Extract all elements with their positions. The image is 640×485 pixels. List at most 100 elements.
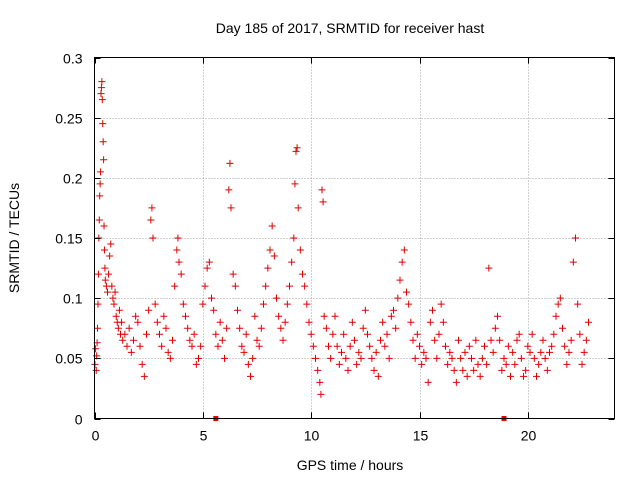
data-point bbox=[520, 372, 527, 380]
data-point bbox=[500, 354, 508, 362]
data-point bbox=[95, 216, 103, 224]
data-point bbox=[123, 342, 131, 350]
data-point bbox=[188, 342, 196, 350]
data-point bbox=[225, 186, 233, 194]
data-point bbox=[491, 324, 499, 332]
data-point bbox=[448, 354, 456, 362]
data-point bbox=[264, 264, 272, 272]
data-point bbox=[99, 138, 107, 146]
data-point bbox=[177, 270, 185, 278]
data-point bbox=[561, 342, 569, 350]
data-point bbox=[309, 342, 317, 350]
data-point bbox=[158, 342, 166, 350]
data-point bbox=[556, 294, 564, 302]
data-point bbox=[543, 366, 551, 374]
data-point bbox=[281, 318, 289, 326]
data-point bbox=[312, 354, 319, 362]
data-point bbox=[132, 312, 140, 320]
data-point bbox=[478, 354, 486, 362]
data-point bbox=[114, 324, 122, 332]
data-point bbox=[160, 312, 168, 320]
data-point bbox=[335, 360, 343, 368]
x-tick-label: 0 bbox=[92, 428, 100, 444]
data-point bbox=[327, 354, 335, 362]
data-point bbox=[98, 96, 106, 104]
data-point bbox=[489, 348, 497, 356]
data-point bbox=[317, 390, 325, 398]
data-point bbox=[522, 366, 530, 374]
data-point bbox=[567, 336, 575, 344]
data-point bbox=[299, 270, 306, 278]
data-point bbox=[535, 360, 543, 368]
data-point bbox=[98, 78, 106, 86]
data-point bbox=[94, 324, 102, 332]
x-axis-label: GPS time / hours bbox=[297, 457, 404, 473]
data-point bbox=[368, 354, 376, 362]
data-point bbox=[383, 330, 391, 338]
data-point bbox=[387, 312, 395, 320]
data-point bbox=[416, 342, 423, 350]
data-point bbox=[273, 294, 280, 302]
data-point bbox=[372, 348, 380, 356]
data-point bbox=[526, 348, 534, 356]
data-point bbox=[533, 372, 540, 380]
data-point bbox=[203, 264, 211, 272]
data-point bbox=[110, 300, 118, 308]
data-point bbox=[459, 366, 467, 374]
data-point bbox=[173, 246, 181, 254]
data-point bbox=[420, 348, 428, 356]
data-point bbox=[214, 342, 222, 350]
data-point bbox=[426, 318, 434, 326]
data-point bbox=[370, 366, 378, 374]
data-point bbox=[205, 258, 213, 266]
y-tick-label: 0.25 bbox=[55, 111, 82, 127]
x-tick-label: 10 bbox=[304, 428, 320, 444]
data-point bbox=[450, 366, 458, 374]
data-point bbox=[511, 360, 519, 368]
data-point bbox=[147, 216, 155, 224]
data-point bbox=[515, 330, 523, 338]
data-point bbox=[322, 324, 330, 332]
data-point bbox=[361, 306, 369, 314]
data-point bbox=[541, 354, 549, 362]
data-point bbox=[305, 318, 313, 326]
data-point bbox=[277, 324, 285, 332]
data-point bbox=[99, 120, 107, 128]
chart-title: Day 185 of 2017, SRMTID for receiver has… bbox=[216, 20, 485, 36]
data-point bbox=[283, 300, 291, 308]
data-point bbox=[528, 330, 536, 338]
data-point bbox=[148, 204, 156, 212]
data-point bbox=[461, 348, 469, 356]
data-point bbox=[166, 354, 174, 362]
data-point bbox=[319, 198, 327, 206]
data-point bbox=[405, 300, 413, 308]
data-point bbox=[582, 336, 590, 344]
data-point bbox=[470, 366, 478, 374]
data-point bbox=[366, 342, 374, 350]
data-point bbox=[318, 186, 326, 194]
data-point bbox=[474, 360, 482, 368]
data-point bbox=[359, 324, 367, 332]
data-point bbox=[108, 282, 116, 290]
data-point bbox=[192, 360, 200, 368]
data-point bbox=[242, 330, 250, 338]
data-point bbox=[127, 348, 135, 356]
data-point bbox=[411, 354, 419, 362]
data-point bbox=[548, 342, 556, 350]
data-point bbox=[409, 336, 417, 344]
data-point bbox=[429, 306, 436, 314]
data-point bbox=[236, 324, 244, 332]
x-tick-label: 20 bbox=[521, 428, 537, 444]
data-point bbox=[340, 330, 348, 338]
data-point bbox=[390, 306, 397, 314]
data-point bbox=[221, 354, 228, 362]
data-point bbox=[437, 300, 445, 308]
data-point bbox=[184, 324, 192, 332]
data-point bbox=[251, 312, 259, 320]
data-point bbox=[162, 324, 170, 332]
data-point bbox=[296, 246, 304, 254]
data-point bbox=[398, 258, 406, 266]
data-point bbox=[119, 336, 127, 344]
data-point bbox=[374, 372, 382, 380]
